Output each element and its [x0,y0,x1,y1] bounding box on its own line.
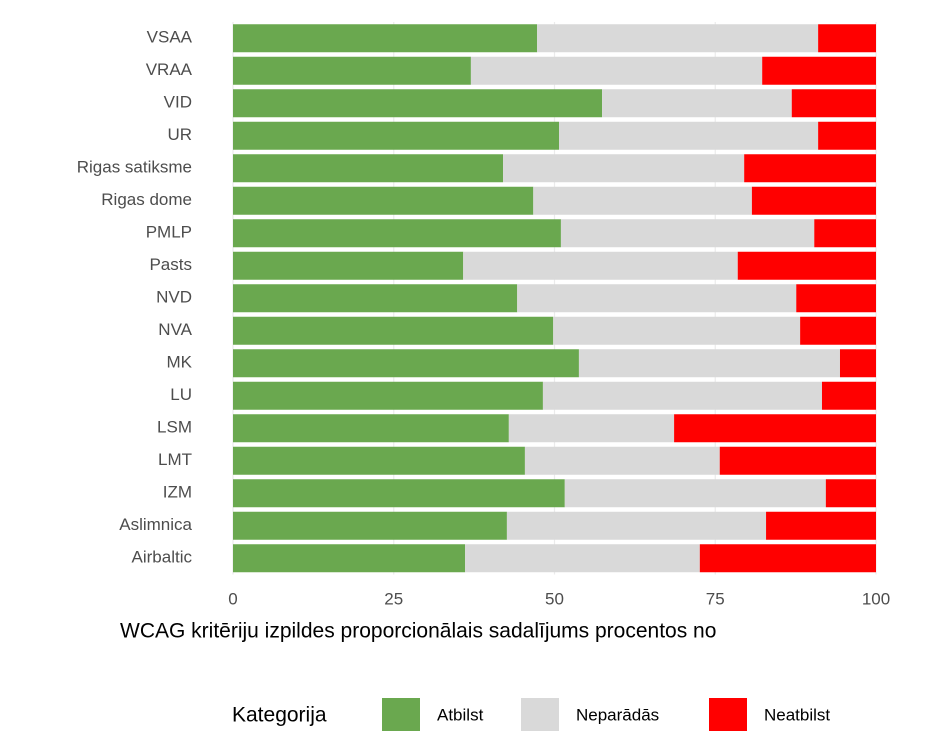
x-tick-label: 100 [862,589,890,608]
legend-swatch [382,698,420,731]
bar-segment [800,316,876,345]
y-tick-label: LU [170,385,192,404]
bar-segment [560,219,815,248]
y-tick-label: Aslimnica [119,515,192,534]
bar-segment [233,251,464,280]
bar-segment [737,251,876,280]
bar-segment [537,24,819,53]
bar-segment [233,381,543,410]
bar-segment [465,544,700,573]
y-tick-label: LSM [157,418,192,437]
y-tick-label: Rigas satiksme [77,158,192,177]
y-tick-label: VRAA [146,60,193,79]
x-tick-label: 75 [706,589,725,608]
x-tick-label: 25 [384,589,403,608]
bar-segment [508,414,675,443]
bar-segment [470,56,763,85]
legend-label: Atbilst [437,705,484,724]
bar-segment [818,121,876,150]
bar-segment [503,154,745,183]
bar-segment [233,544,466,573]
bar-segment [233,446,525,475]
y-tick-label: VID [164,93,192,112]
y-tick-label: Airbaltic [132,548,193,567]
y-tick-label: NVA [158,320,192,339]
bar-segment [791,89,876,118]
bar-segment [719,446,876,475]
bar-segment [506,511,767,540]
y-tick-label: UR [167,125,192,144]
legend-title: Kategorija [232,704,327,727]
bar-segment [602,89,792,118]
bar-segment [825,479,876,508]
x-tick-label: 50 [545,589,564,608]
bar-segment [233,219,561,248]
bar-segment [564,479,826,508]
x-tick-label: 0 [228,589,237,608]
bar-segment [233,284,518,313]
bar-segment [542,381,822,410]
bar-segment [814,219,876,248]
bar-segment [796,284,876,313]
x-axis-title: WCAG kritēriju izpildes proporcionālais … [120,620,716,643]
y-tick-label: NVD [156,288,192,307]
bar-segment [524,446,720,475]
legend-swatch [709,698,747,731]
y-tick-label: LMT [158,450,192,469]
bar-segment [517,284,797,313]
bar-segment [674,414,876,443]
bar-segment [744,154,876,183]
y-tick-label: VSAA [147,28,193,47]
y-tick-label: Rigas dome [101,190,192,209]
bar-segment [762,56,876,85]
bar-segment [233,316,554,345]
bar-segment [818,24,876,53]
bar-segment [233,24,538,53]
legend-label: Neparādās [576,705,659,724]
bar-segment [233,479,565,508]
bar-segment [699,544,876,573]
y-tick-label: PMLP [146,223,192,242]
bar-segment [233,349,579,378]
bar-segment [559,121,819,150]
y-tick-label: MK [167,353,193,372]
bar-segment [553,316,801,345]
bar-segment [233,89,603,118]
bar-segment [839,349,876,378]
bar-segment [751,186,876,215]
bar-segment [533,186,752,215]
bar-segment [463,251,738,280]
bar-segment [233,154,504,183]
bar-segment [233,56,471,85]
bar-segment [578,349,840,378]
bar-segment [233,414,509,443]
bar-segment [233,511,507,540]
y-tick-label: Pasts [149,255,192,274]
y-tick-label: IZM [163,483,192,502]
bar-segment [766,511,876,540]
legend-label: Neatbilst [764,705,830,724]
bar-segment [233,121,560,150]
bar-segment [233,186,534,215]
bar-segment [821,381,876,410]
legend-swatch [521,698,559,731]
